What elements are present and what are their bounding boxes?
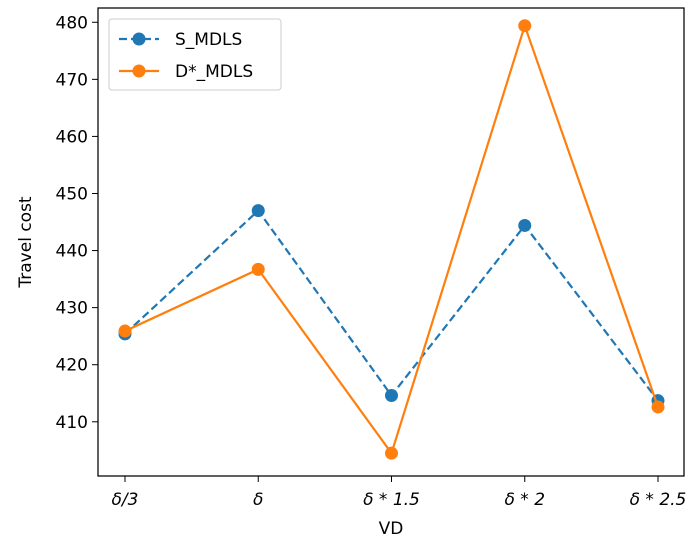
x-axis-label: VD — [379, 519, 404, 539]
plot-area — [118, 19, 665, 460]
legend: S_MDLS D*_MDLS — [108, 18, 282, 91]
legend-label: S_MDLS — [175, 30, 242, 50]
data-point — [385, 446, 398, 460]
data-point — [651, 400, 665, 414]
x-tick-label: δ * 1.5 — [363, 490, 420, 510]
legend-marker — [132, 64, 146, 78]
y-tick-label: 430 — [56, 299, 88, 319]
data-point — [518, 19, 532, 33]
x-tick-label: δ * 2.5 — [630, 490, 687, 510]
y-axis-label: Travel cost — [16, 196, 36, 289]
data-point — [251, 262, 265, 276]
legend-marker — [132, 32, 146, 46]
data-point — [251, 204, 265, 218]
y-tick-label: 480 — [56, 13, 88, 33]
y-tick-label: 420 — [56, 356, 88, 376]
y-axis-ticks: 410 420 430 440 450 460 470 480 — [56, 13, 98, 433]
y-tick-label: 470 — [56, 70, 88, 90]
x-tick-label: δ — [253, 490, 263, 510]
y-tick-label: 450 — [56, 184, 88, 204]
data-point — [385, 389, 398, 403]
x-tick-label: δ/3 — [112, 490, 139, 510]
legend-label: D*_MDLS — [175, 62, 253, 82]
x-tick-label: δ * 2 — [504, 490, 545, 510]
legend-box — [108, 18, 282, 91]
y-tick-label: 410 — [56, 413, 88, 433]
x-axis-ticks: δ/3 δ δ * 1.5 δ * 2 δ * 2.5 — [112, 476, 687, 510]
y-tick-label: 440 — [56, 242, 88, 262]
data-point — [518, 218, 532, 232]
y-tick-label: 460 — [56, 127, 88, 147]
data-point — [118, 324, 132, 338]
series-line-s-mdls — [124, 208, 659, 402]
